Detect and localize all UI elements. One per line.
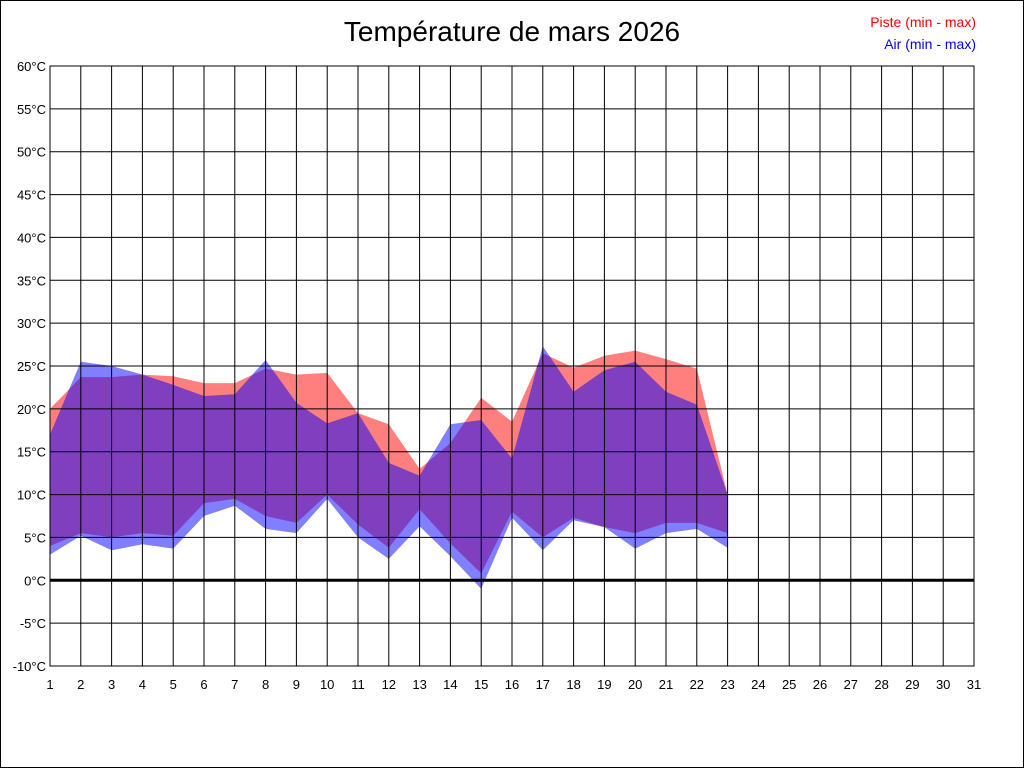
x-tick-label: 27 — [844, 677, 858, 692]
y-tick-label: 25°C — [17, 359, 46, 374]
y-tick-label: 0°C — [24, 573, 46, 588]
y-tick-label: 10°C — [17, 488, 46, 503]
x-tick-label: 12 — [382, 677, 396, 692]
x-tick-label: 31 — [967, 677, 981, 692]
grid — [49, 65, 975, 667]
plot-border — [49, 65, 975, 667]
x-tick-label: 9 — [293, 677, 300, 692]
x-tick-label: 28 — [874, 677, 888, 692]
x-tick-label: 3 — [108, 677, 115, 692]
x-tick-label: 7 — [231, 677, 238, 692]
x-tick-label: 2 — [77, 677, 84, 692]
y-tick-label: 40°C — [17, 230, 46, 245]
x-tick-label: 17 — [536, 677, 550, 692]
y-tick-label: 15°C — [17, 445, 46, 460]
x-tick-label: 29 — [905, 677, 919, 692]
y-tick-label: 45°C — [17, 188, 46, 203]
x-tick-label: 15 — [474, 677, 488, 692]
x-tick-label: 5 — [170, 677, 177, 692]
x-tick-label: 1 — [46, 677, 53, 692]
x-tick-label: 14 — [443, 677, 457, 692]
x-tick-label: 4 — [139, 677, 146, 692]
x-tick-label: 18 — [566, 677, 580, 692]
legend-air: Air (min - max) — [884, 36, 976, 52]
x-tick-label: 16 — [505, 677, 519, 692]
x-tick-label: 22 — [690, 677, 704, 692]
x-tick-label: 19 — [597, 677, 611, 692]
y-tick-label: 60°C — [17, 59, 46, 74]
x-tick-label: 24 — [751, 677, 765, 692]
y-tick-label: 35°C — [17, 273, 46, 288]
chart-title: Température de mars 2026 — [343, 16, 681, 47]
x-tick-label: 6 — [200, 677, 207, 692]
y-tick-label: 20°C — [17, 402, 46, 417]
x-tick-label: 20 — [628, 677, 642, 692]
x-tick-label: 26 — [813, 677, 827, 692]
x-tick-label: 13 — [412, 677, 426, 692]
y-tick-label: 50°C — [17, 145, 46, 160]
x-tick-label: 10 — [320, 677, 334, 692]
x-tick-label: 11 — [351, 677, 365, 692]
x-tick-label: 8 — [262, 677, 269, 692]
y-tick-label: -10°C — [13, 659, 46, 674]
y-tick-label: 55°C — [17, 102, 46, 117]
y-tick-label: -5°C — [20, 616, 46, 631]
x-tick-label: 21 — [659, 677, 673, 692]
x-tick-label: 25 — [782, 677, 796, 692]
x-tick-label: 30 — [936, 677, 950, 692]
x-tick-label: 23 — [720, 677, 734, 692]
legend-piste: Piste (min - max) — [870, 14, 976, 30]
y-tick-label: 5°C — [24, 530, 46, 545]
tick-labels: 60°C55°C50°C45°C40°C35°C30°C25°C20°C15°C… — [13, 59, 982, 692]
y-tick-label: 30°C — [17, 316, 46, 331]
axes — [49, 65, 975, 667]
